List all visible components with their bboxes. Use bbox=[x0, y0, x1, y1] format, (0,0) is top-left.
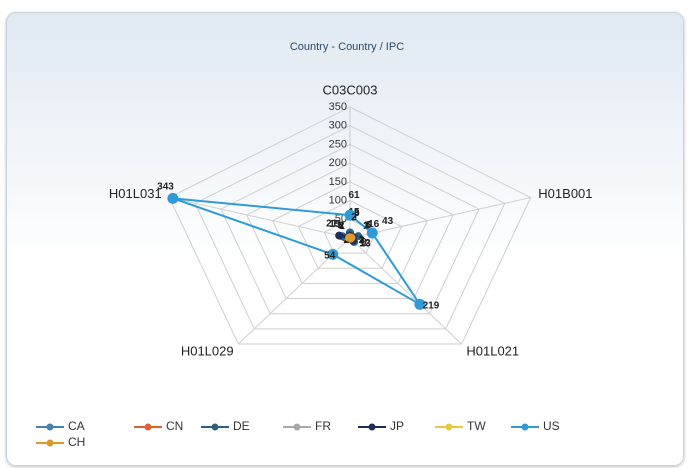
category-label: H01L029 bbox=[181, 344, 234, 359]
data-label: 6 bbox=[366, 220, 372, 231]
r-tick-label: 300 bbox=[329, 120, 347, 132]
r-tick-label: 200 bbox=[329, 157, 347, 169]
data-label: 43 bbox=[382, 216, 394, 227]
legend-marker bbox=[445, 423, 453, 431]
r-tick-label: 150 bbox=[329, 176, 347, 188]
legend-label: CA bbox=[68, 419, 85, 433]
grid-ring bbox=[168, 106, 532, 345]
data-label: 61 bbox=[348, 190, 360, 201]
legend-label: CH bbox=[68, 435, 85, 449]
category-label: C03C003 bbox=[323, 82, 378, 97]
data-label: 2 bbox=[351, 212, 357, 223]
data-label: 1 bbox=[363, 221, 369, 232]
legend-marker bbox=[46, 439, 54, 447]
legend-label: CN bbox=[166, 419, 183, 433]
point bbox=[335, 231, 344, 240]
spoke bbox=[169, 197, 351, 239]
data-label: 13 bbox=[360, 238, 372, 249]
legend-label: DE bbox=[233, 419, 250, 433]
grid-ring bbox=[297, 200, 403, 269]
data-label: 1 bbox=[339, 221, 345, 232]
chart-title: Country - Country / IPC bbox=[290, 41, 404, 53]
point bbox=[327, 248, 339, 260]
data-label: 12 bbox=[359, 238, 371, 249]
grid-ring bbox=[194, 125, 506, 330]
data-label: 219 bbox=[423, 301, 440, 312]
data-label: 21 bbox=[326, 219, 338, 230]
legend-label: JP bbox=[390, 419, 404, 433]
legend-marker bbox=[521, 423, 529, 431]
r-tick-label: 50 bbox=[335, 213, 347, 225]
legend-marker bbox=[368, 423, 376, 431]
category-label: H01L021 bbox=[466, 344, 519, 359]
data-label: 15 bbox=[329, 219, 341, 230]
data-label: 2 bbox=[359, 235, 365, 246]
r-tick-label: 350 bbox=[329, 101, 347, 113]
data-label: 2 bbox=[339, 221, 345, 232]
point bbox=[344, 233, 353, 242]
data-label: 1 bbox=[359, 235, 365, 246]
data-label: 343 bbox=[157, 181, 174, 192]
legend-marker bbox=[211, 423, 219, 431]
r-tick-label: 100 bbox=[329, 194, 347, 206]
data-label: 3 bbox=[338, 221, 344, 232]
data-label: 1 bbox=[359, 235, 365, 246]
point bbox=[366, 227, 378, 239]
data-label: 2 bbox=[364, 221, 370, 232]
grid-ring bbox=[271, 181, 429, 284]
point bbox=[344, 209, 356, 221]
data-label: 3 bbox=[364, 221, 370, 232]
data-label: 54 bbox=[324, 251, 336, 262]
data-label: 5 bbox=[337, 220, 343, 231]
spoke bbox=[349, 197, 531, 239]
legend-label: TW bbox=[467, 419, 486, 433]
legend-label: FR bbox=[315, 419, 331, 433]
legend-marker bbox=[144, 423, 152, 431]
grid-ring bbox=[220, 143, 480, 315]
spoke bbox=[349, 237, 463, 345]
legend-label: US bbox=[543, 419, 560, 433]
r-tick-label: 250 bbox=[329, 138, 347, 150]
data-label: 2 bbox=[339, 221, 345, 232]
legend-marker bbox=[46, 423, 54, 431]
data-label: 9 bbox=[361, 237, 367, 248]
data-label: 16 bbox=[368, 219, 380, 230]
data-label: 6 bbox=[366, 220, 372, 231]
data-label: 3 bbox=[359, 235, 365, 246]
point bbox=[167, 192, 179, 204]
point bbox=[414, 298, 426, 310]
data-label: 1 bbox=[363, 221, 369, 232]
category-label: H01B001 bbox=[538, 186, 592, 201]
legend-marker bbox=[293, 423, 301, 431]
category-label: H01L031 bbox=[109, 186, 162, 201]
